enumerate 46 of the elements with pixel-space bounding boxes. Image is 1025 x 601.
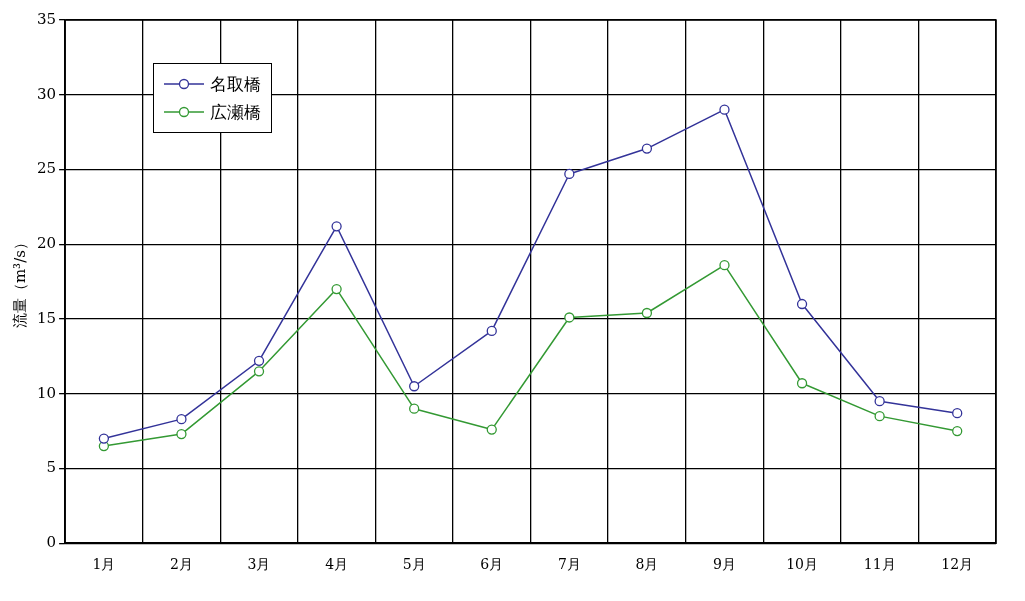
- x-tick-label: 11月: [863, 556, 896, 573]
- x-tick-label: 7月: [557, 556, 581, 573]
- y-tick-label: 30: [36, 84, 57, 103]
- point: [874, 396, 885, 407]
- point: [409, 403, 420, 414]
- point: [796, 298, 808, 310]
- point: [796, 378, 808, 389]
- point: [331, 221, 342, 232]
- point: [253, 366, 265, 377]
- y-tick-label: 35: [36, 9, 57, 28]
- x-tick-label: 6月: [480, 556, 504, 573]
- x-tick-label: 1月: [92, 556, 116, 573]
- x-tick-label: 8月: [635, 556, 659, 573]
- point: [486, 325, 497, 337]
- point: [331, 283, 342, 295]
- x-tick-label: 2月: [169, 556, 193, 573]
- point: [641, 307, 653, 319]
- point: [253, 355, 265, 366]
- point: [176, 428, 187, 440]
- legend-label: 名取橋: [210, 73, 261, 96]
- point: [564, 168, 575, 180]
- y-tick-label: 10: [36, 383, 57, 402]
- point: [874, 410, 885, 422]
- point: [641, 143, 653, 154]
- x-tick-label: 4月: [325, 556, 349, 573]
- y-tick-label: 0: [46, 533, 57, 552]
- y-tick-label: 20: [36, 234, 57, 253]
- point: [409, 381, 420, 392]
- y-tick-label: 15: [36, 308, 57, 327]
- y-axis-title: 流量（m³/s）: [10, 235, 29, 329]
- x-tick-label: 3月: [247, 556, 271, 573]
- x-tick-label: 5月: [402, 556, 426, 573]
- point: [719, 260, 730, 271]
- point: [952, 408, 963, 419]
- point: [952, 425, 963, 437]
- point: [98, 433, 110, 444]
- point: [719, 104, 730, 115]
- x-tick-label: 12月: [941, 556, 974, 573]
- y-tick-label: 25: [36, 159, 57, 178]
- legend-label: 広瀬橋: [210, 101, 261, 124]
- point: [486, 424, 497, 435]
- point: [564, 312, 575, 323]
- y-tick-label: 5: [46, 458, 57, 477]
- x-tick-label: 9月: [713, 556, 736, 573]
- point: [176, 413, 187, 425]
- x-tick-label: 10月: [786, 556, 818, 573]
